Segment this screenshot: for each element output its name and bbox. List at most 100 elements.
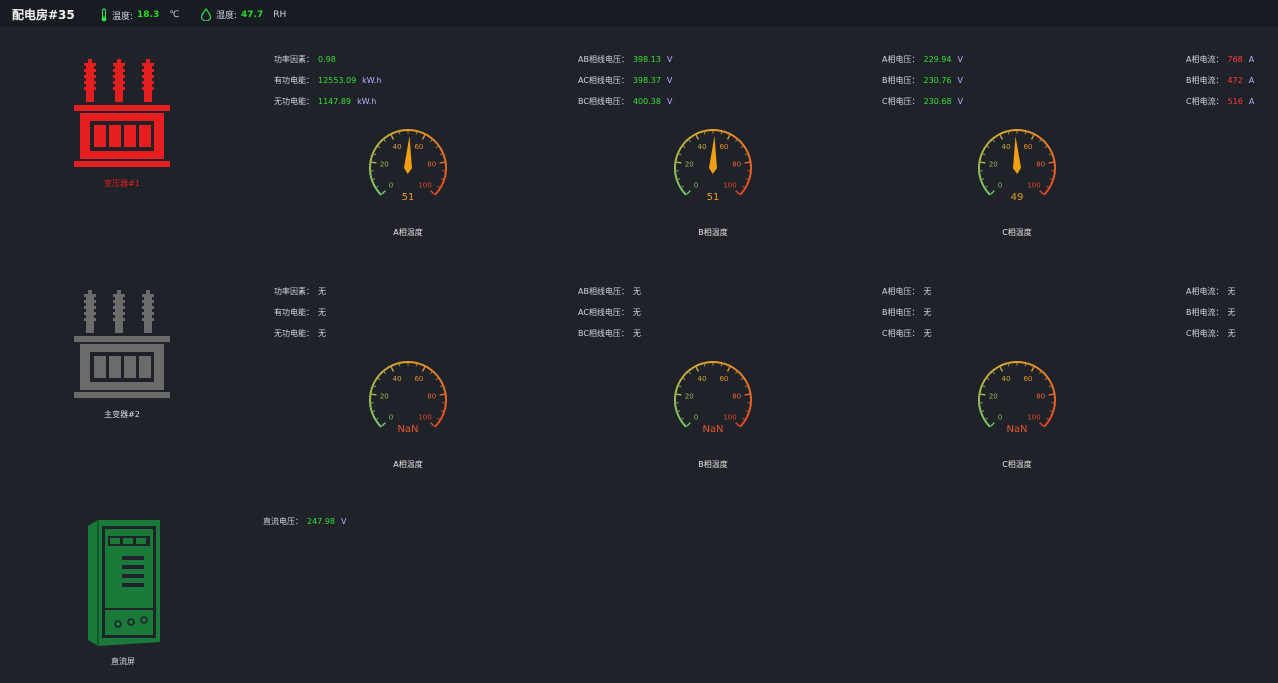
gauge-tick xyxy=(1049,410,1053,412)
gauge-tick xyxy=(999,366,1004,372)
gauge-arc-segment xyxy=(675,411,680,417)
humidity-label: 湿度: xyxy=(216,11,238,21)
gauge-tick xyxy=(678,153,682,156)
gauge-arc-segment xyxy=(677,183,682,189)
gauge-arc-segment xyxy=(978,175,982,181)
gauge-arc-segment xyxy=(435,141,440,147)
transformer-icon[interactable] xyxy=(72,286,172,404)
gauge-arc-segment xyxy=(1029,363,1035,368)
gauge-arc-segment xyxy=(443,389,447,395)
ia-label: A相电流： xyxy=(1186,287,1224,296)
gauge-arc-segment xyxy=(390,363,396,368)
gauge-arc-segment xyxy=(1053,402,1056,408)
gauge-arc-segment xyxy=(729,133,735,138)
ubc-label: BC相线电压： xyxy=(578,329,629,338)
gauge-arc-segment xyxy=(737,138,742,143)
gauge-arc-segment xyxy=(979,411,984,417)
gauge-arc-segment xyxy=(372,183,377,189)
gauge-arc-segment xyxy=(377,190,382,196)
gauge-arc-segment xyxy=(979,179,984,185)
gauge-tick xyxy=(1039,422,1044,427)
gauge-tick xyxy=(682,145,686,149)
gauge-tick-label: 40 xyxy=(1002,375,1011,383)
gauge-tick xyxy=(677,410,681,412)
uab-value: 398.13 xyxy=(632,55,661,64)
gauge-tick-label: 80 xyxy=(427,393,436,401)
gauge-needle xyxy=(1013,136,1021,174)
ub-row: B相电压：无 xyxy=(882,307,932,318)
gauge-arc-segment xyxy=(371,380,376,386)
gauge-tick xyxy=(986,377,990,381)
gauge-arc-segment xyxy=(434,422,439,428)
gauge-arc-segment xyxy=(439,183,444,189)
gauge-arc-segment xyxy=(675,179,680,185)
gauge-arc-segment xyxy=(980,380,985,386)
uab-row: AB相线电压：无 xyxy=(578,286,641,297)
dc-cabinet-icon[interactable] xyxy=(86,518,162,650)
gauge-tick xyxy=(744,153,748,156)
gauge-arc-segment xyxy=(443,157,447,163)
uac-value: 398.37 xyxy=(632,76,661,85)
dc-voltage-unit: V xyxy=(341,517,347,526)
uab-unit: V xyxy=(666,55,673,64)
temperature-label: 温度: xyxy=(112,11,134,22)
power-factor-row: 功率因素： 0.98 xyxy=(274,54,336,65)
gauge-arc-segment xyxy=(748,389,752,395)
gauge-arc-segment xyxy=(684,370,689,375)
gauge-tick xyxy=(744,393,750,396)
gauge-arc-segment xyxy=(369,170,372,176)
gauge-tick xyxy=(1048,161,1054,164)
gauge-a-value: 51 xyxy=(401,192,415,203)
dc-voltage-value: 247.98 xyxy=(307,517,335,526)
gauge-arc-segment xyxy=(979,153,983,158)
gauge-tick-label: 60 xyxy=(1023,143,1032,151)
gauge-tick-label: 100 xyxy=(418,414,431,422)
active-energy-label: 有功电能： xyxy=(274,76,314,85)
dc-voltage-row: 直流电压： 247.98 V xyxy=(263,516,346,527)
ua-value: 229.94 xyxy=(923,55,952,64)
gauge-arc-segment xyxy=(748,175,752,181)
gauge-tick xyxy=(415,131,418,135)
gauge-arc-segment xyxy=(747,153,751,158)
gauge-tick-label: 40 xyxy=(393,375,402,383)
gauge-arc-segment xyxy=(1046,187,1051,193)
gauge-tick xyxy=(437,185,440,188)
gauge-tick xyxy=(1039,139,1042,143)
gauge-arc-segment xyxy=(983,419,988,425)
power-factor-value: 无 xyxy=(318,287,326,296)
gauge-tick-label: 60 xyxy=(1023,375,1032,383)
ib-label: B相电流： xyxy=(1186,76,1224,85)
gauge-arc-segment xyxy=(674,170,677,176)
gauge-arc-segment xyxy=(682,422,687,428)
gauge-tick-label: 80 xyxy=(1036,393,1045,401)
gauge-tick-label: 40 xyxy=(393,143,402,151)
uac-row: AC相线电压： 398.37 V xyxy=(578,75,672,86)
reactive-energy-row: 无功电能： 无 xyxy=(274,328,326,339)
gauge-arc-segment xyxy=(999,363,1005,368)
gauge-tick xyxy=(745,178,749,180)
gauge-arc-segment xyxy=(678,145,684,150)
gauge-tick xyxy=(430,422,435,427)
gauge-arc-segment xyxy=(717,129,723,133)
ubc-value: 400.38 xyxy=(632,97,661,106)
gauge-arc-segment xyxy=(674,402,677,408)
gauge-arc-segment xyxy=(678,377,684,382)
gauge-arc-segment xyxy=(428,367,434,372)
gauge-arc-segment xyxy=(390,131,396,136)
gauge-tick xyxy=(744,385,748,388)
ubc-row: BC相线电压：无 xyxy=(578,328,641,339)
gauge-arc-segment xyxy=(1052,157,1056,163)
gauge-arc-segment xyxy=(437,419,442,425)
ua-label: A相电压： xyxy=(882,287,920,296)
gauge-tick-label: 0 xyxy=(694,414,698,422)
ia-label: A相电流： xyxy=(1186,55,1224,64)
temperature-gauge-b: 0 20 40 60 80 100 xyxy=(674,128,752,196)
gauge-tick xyxy=(371,161,377,164)
gauge-arc-segment xyxy=(437,187,442,193)
gauge-arc-segment xyxy=(369,402,372,408)
transformer-icon[interactable] xyxy=(72,55,172,173)
gauge-tick xyxy=(421,366,426,372)
power-factor-value: 0.98 xyxy=(318,55,336,64)
gauge-arc-segment xyxy=(394,130,400,134)
temperature-gauge-a: 0 20 40 60 80 100 xyxy=(369,128,447,196)
